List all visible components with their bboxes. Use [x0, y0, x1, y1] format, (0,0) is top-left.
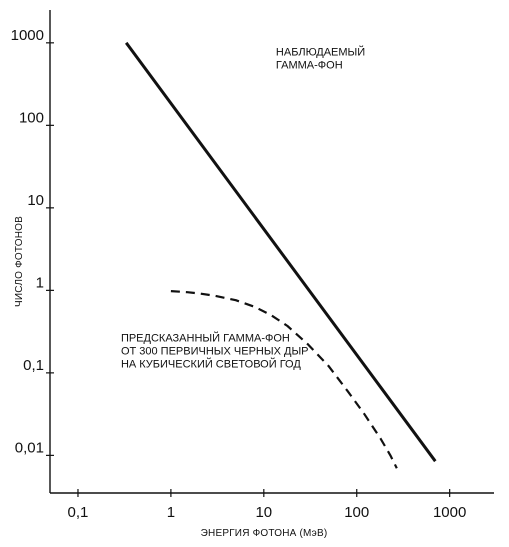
y-tick-label: 100 [19, 109, 44, 126]
y-tick-label: 0,01 [15, 439, 44, 456]
annotation-predicted: ПРЕДСКАЗАННЫЙ ГАММА-ФОН ОТ 300 ПЕРВИЧНЫХ … [121, 332, 309, 371]
x-axis-title: ЭНЕРГИЯ ФОТОНА (МэВ) [201, 528, 328, 539]
annotation-observed-line: НАБЛЮДАЕМЫЙ [276, 46, 365, 59]
y-axis-title: ЧИСЛО ФОТОНОВ [14, 216, 25, 307]
observed-background-line [124, 41, 437, 463]
annotation-observed-line: ГАММА-ФОН [276, 60, 343, 72]
y-tick-label: 1000 [11, 27, 44, 44]
annotation-predicted-line: ОТ 300 ПЕРВИЧНЫХ ЧЕРНЫХ ДЫР [121, 346, 309, 358]
x-tick-label: 1000 [433, 504, 466, 521]
x-tick-label: 1 [167, 504, 175, 521]
x-tick-label: 10 [255, 504, 272, 521]
annotation-predicted-line: ПРЕДСКАЗАННЫЙ ГАММА-ФОН [121, 332, 290, 345]
x-tick-label: 100 [344, 504, 369, 521]
y-tick-label: 10 [27, 192, 44, 209]
y-tick-label: 0,1 [23, 357, 44, 374]
x-tick-label: 0,1 [68, 504, 89, 521]
annotation-predicted-line: НА КУБИЧЕСКИЙ СВЕТОВОЙ ГОД [121, 358, 301, 371]
predicted-background-line [170, 290, 398, 469]
y-tick-label: 1 [36, 274, 44, 291]
annotation-observed: НАБЛЮДАЕМЫЙ ГАММА-ФОН [276, 46, 365, 72]
